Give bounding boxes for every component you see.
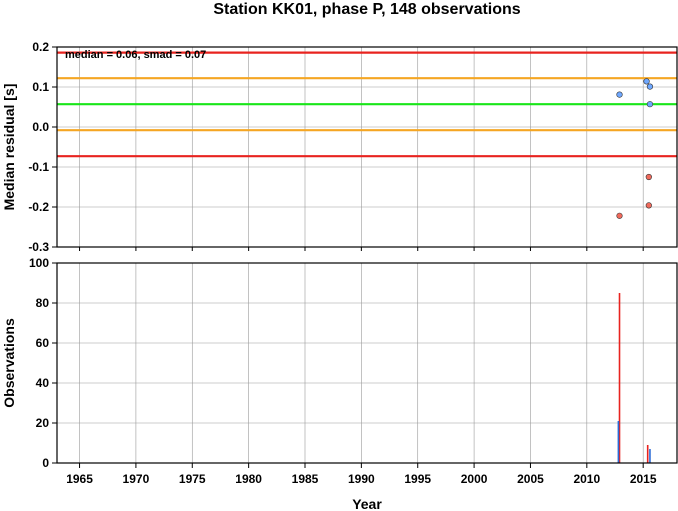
year-x-tick-label: 1970: [123, 472, 150, 486]
year-x-tick-label: 2000: [461, 472, 488, 486]
year-x-tick-label: 1990: [348, 472, 375, 486]
year-x-label: Year: [352, 496, 382, 511]
year-x-tick-label: 1995: [404, 472, 431, 486]
observations-y-ticks: 0 20 40 60 80 100: [29, 256, 57, 470]
observations-y-tick-label: 0: [42, 456, 49, 470]
residual-y-ticks: -0.3 -0.2 -0.1 0.0 0.1 0.2: [28, 40, 57, 254]
residual-panel: -0.3 -0.2 -0.1 0.0 0.1 0.2 median = 0.06, sma…: [1, 40, 678, 254]
observations-frame: [56, 262, 678, 464]
residual-point: [645, 173, 652, 181]
residual-y-tick-label: -0.1: [28, 160, 49, 174]
year-x-tick-label: 1985: [292, 472, 319, 486]
observations-panel: 0 20 40 60 80 100 1965 1970 1975 1980 1985 1990 199…: [1, 247, 678, 511]
figure-title: Station KK01, phase P, 148 observations: [213, 1, 520, 18]
year-x-tick-label: 1975: [179, 472, 206, 486]
residual-y-tick-label: 0.2: [32, 40, 49, 54]
observations-y-tick-label: 40: [36, 376, 50, 390]
residual-grid: [57, 46, 677, 248]
year-x-tick-label: 2010: [573, 472, 600, 486]
reference-lines: [57, 51, 677, 158]
year-x-tick-label: 1980: [235, 472, 262, 486]
year-x-tick-label: 2015: [630, 472, 657, 486]
residual-point: [643, 78, 650, 85]
residual-point: [616, 212, 623, 219]
observations-y-label: Observations: [1, 318, 17, 408]
year-x-ticks: 1965 1970 1975 1980 1985 1990 1995 2000 2005 2010…: [66, 247, 657, 486]
residual-y-tick-label: -0.3: [28, 240, 49, 254]
residual-point: [646, 101, 654, 108]
median-smad-annotation: median = 0.06, smad = 0.07: [65, 49, 206, 61]
year-x-tick-label: 1965: [66, 472, 93, 486]
residual-point: [646, 83, 654, 90]
observations-y-tick-label: 100: [29, 256, 49, 270]
observations-y-tick-label: 60: [36, 336, 50, 350]
residual-point: [645, 202, 652, 209]
residual-point: [616, 91, 623, 98]
residual-y-tick-label: 0.0: [32, 120, 49, 134]
year-x-tick-label: 2005: [517, 472, 544, 486]
observations-y-tick-label: 80: [36, 296, 50, 310]
residual-y-tick-label: -0.2: [28, 200, 49, 214]
observations-grid: [57, 262, 677, 464]
residual-y-label: Median residual [s]: [1, 84, 17, 211]
residual-y-tick-label: 0.1: [32, 80, 49, 94]
residual-points: [616, 78, 654, 219]
residual-frame: [56, 46, 678, 248]
observations-y-tick-label: 20: [36, 416, 50, 430]
observation-bars: [617, 293, 651, 463]
